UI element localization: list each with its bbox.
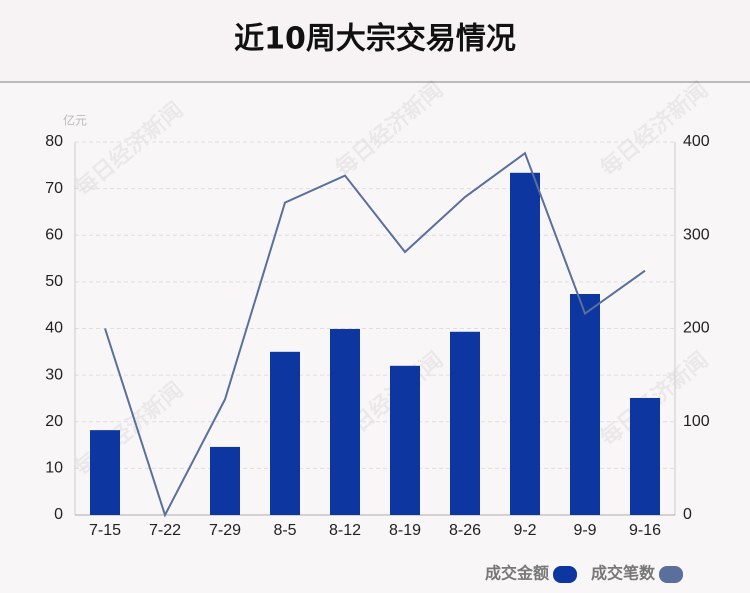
- y2-tick-label: 0: [683, 506, 692, 523]
- y-tick-label: 60: [45, 226, 63, 243]
- legend-swatch: [553, 566, 578, 583]
- bar: [570, 293, 600, 515]
- bar: [510, 172, 540, 515]
- y-unit: 亿元: [63, 113, 87, 128]
- watermark: 每日经济新闻: [330, 77, 448, 182]
- x-tick-label: 9-2: [513, 522, 536, 539]
- x-tick-label: 7-29: [209, 522, 241, 539]
- chart-title: 近10周大宗交易情况: [234, 22, 516, 57]
- x-tick-label: 9-16: [629, 522, 661, 539]
- legend-label: 成交笔数: [591, 564, 656, 583]
- y2-tick-label: 400: [683, 133, 710, 150]
- watermark: 每日经济新闻: [70, 377, 188, 482]
- x-tick-label: 7-22: [149, 522, 181, 539]
- header-band: [0, 0, 750, 82]
- x-tick-label: 8-26: [449, 522, 481, 539]
- y2-tick-label: 100: [683, 413, 710, 430]
- watermark: 每日经济新闻: [595, 77, 713, 182]
- bar: [210, 446, 240, 515]
- x-tick-label: 8-19: [389, 522, 421, 539]
- legend-label: 成交金额: [485, 564, 549, 583]
- line: [104, 151, 646, 518]
- y-tick-label: 30: [45, 366, 63, 383]
- y-tick-label: 10: [45, 460, 63, 477]
- y2-tick-label: 300: [683, 226, 710, 243]
- y2-tick-label: 200: [683, 320, 710, 337]
- legend-swatch: [659, 566, 684, 583]
- bar: [450, 331, 480, 515]
- x-tick-label: 9-9: [573, 522, 596, 539]
- y-tick-label: 0: [54, 506, 63, 523]
- bar: [270, 351, 300, 515]
- y-tick-label: 40: [45, 320, 63, 337]
- watermark: 每日经济新闻: [70, 97, 188, 202]
- y-tick-label: 50: [45, 273, 63, 290]
- x-tick-label: 8-5: [273, 522, 296, 539]
- bar: [390, 365, 420, 515]
- x-tick-label: 8-12: [329, 522, 361, 539]
- y-tick-label: 20: [45, 413, 63, 430]
- y-tick-label: 80: [45, 133, 63, 150]
- bar: [330, 328, 360, 515]
- bar: [630, 397, 660, 515]
- bar: [90, 430, 120, 515]
- y-tick-label: 70: [45, 180, 63, 197]
- x-tick-label: 7-15: [89, 522, 121, 539]
